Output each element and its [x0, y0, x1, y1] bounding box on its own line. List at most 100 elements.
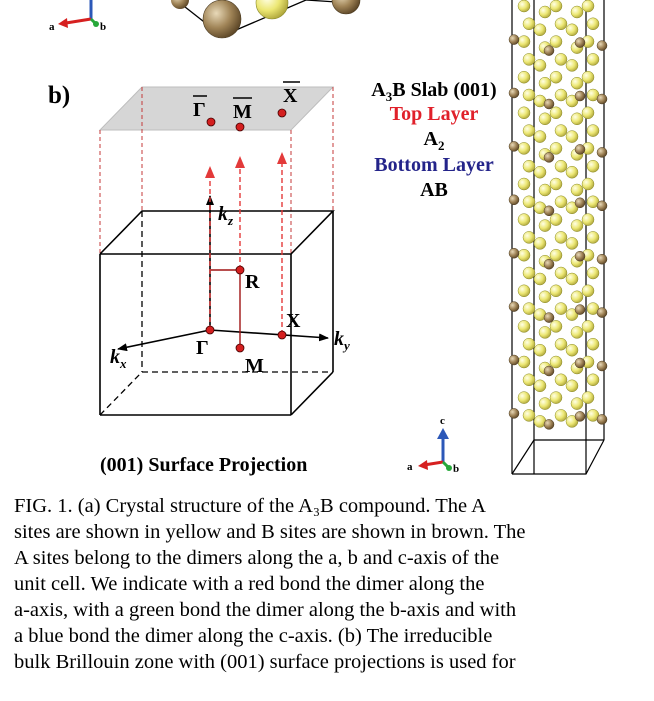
x-point [277, 330, 287, 340]
b-site-atom [574, 144, 586, 155]
a-site-atom [517, 213, 531, 226]
a-site-atom [549, 355, 563, 369]
a-site-atom [581, 391, 595, 404]
r-point [235, 265, 245, 275]
a-site-atom [554, 266, 568, 280]
kx-label: kx [110, 346, 127, 371]
bottom-layer-label: Bottom Layer [374, 154, 494, 176]
slab-title: A3B Slab (001) [371, 79, 496, 104]
a-site-atom [554, 373, 568, 387]
a-site-atom [570, 183, 584, 197]
a-site-atom [522, 266, 536, 280]
a-site-atom [565, 379, 579, 393]
a-site-atom [581, 0, 595, 13]
projection-title: (001) Surface Projection [100, 454, 307, 476]
m-bar-point [235, 122, 245, 132]
axis-a-label: a [407, 461, 413, 473]
a-site-atom [554, 17, 568, 31]
a-site-atom [517, 355, 531, 369]
a-site-atom [538, 76, 552, 90]
b-site-atom [202, 0, 242, 39]
a-site-atom [554, 302, 568, 315]
b-site-atom [596, 360, 608, 372]
a-site-atom [522, 53, 536, 66]
a-site-atom [517, 106, 531, 120]
a-site-atom [549, 106, 563, 120]
a-site-atom [538, 397, 552, 410]
a-site-atom [581, 106, 595, 120]
a-site-atom [533, 23, 547, 37]
symmetry-lines [210, 269, 241, 348]
m-point [235, 343, 245, 353]
a-site-atom [570, 76, 584, 90]
a-site-atom [565, 130, 579, 143]
b-site-atom [508, 194, 520, 206]
a-site-atom [586, 231, 600, 244]
a-site-atom [570, 326, 584, 339]
a-site-atom [522, 88, 536, 102]
b-site-atom [508, 247, 520, 259]
b-site-atom [574, 357, 586, 369]
gamma-label: Γ [196, 337, 209, 359]
b-site-atom [508, 141, 520, 152]
a-site-atom [538, 112, 552, 126]
axis-triad-bottom: c a b [407, 415, 459, 475]
a-site-atom [586, 337, 600, 351]
b-site-atom [596, 414, 608, 425]
a-site-atom [581, 320, 595, 333]
a-site-atom [586, 373, 600, 387]
a-site-atom [565, 165, 579, 179]
figure-caption: FIG. 1. (a) Crystal structure of the A₃B… [14, 493, 644, 675]
a-site-atom [549, 0, 563, 13]
caption-line: A sites belong to the dimers along the a… [14, 547, 500, 569]
a-site-atom [554, 53, 568, 66]
a-site-atom [533, 379, 547, 393]
brillouin-zone-cube [99, 210, 335, 416]
a-site-atom [581, 70, 595, 84]
kx-axis [117, 329, 211, 352]
a-site-atom [554, 409, 568, 422]
a-site-atom [522, 302, 536, 315]
a-site-atom [533, 130, 547, 143]
a-site-atom [565, 201, 579, 215]
a-site-atom [549, 320, 563, 333]
a-site-atom [538, 183, 552, 197]
a-site-atom [554, 337, 568, 351]
x-label: X [286, 310, 301, 332]
a-site-atom [565, 343, 579, 357]
a-site-atom [549, 213, 563, 226]
a-site-atom [554, 88, 568, 102]
ky-label: ky [334, 328, 350, 353]
b-site-atom [331, 0, 361, 15]
a-site-atom [549, 70, 563, 84]
caption-line: sites are shown in yellow and B sites ar… [14, 521, 526, 543]
b-site-atom [543, 365, 555, 377]
a-site-atom [549, 35, 563, 48]
a-site-atom [565, 23, 579, 37]
a-site-atom [255, 0, 289, 20]
a-site-atom [565, 237, 579, 250]
b-site-atom [508, 87, 520, 99]
m-bar-label: M [233, 101, 252, 123]
a-site-atom [522, 159, 536, 173]
a-site-atom [517, 35, 531, 48]
a-site-atom [581, 284, 595, 298]
gamma-bar-label: Γ [193, 99, 206, 121]
b-site-atom [543, 205, 555, 217]
a-site-atom [549, 391, 563, 404]
a-site-atom [522, 17, 536, 31]
a-site-atom [565, 94, 579, 108]
bottom-layer-value: AB [420, 179, 448, 201]
kz-label: kz [218, 203, 234, 228]
projection-arrows [205, 152, 287, 335]
x-bar-point [277, 108, 287, 118]
a-site-atom [538, 326, 552, 339]
a-site-atom [549, 284, 563, 298]
axis-b-label: b [453, 463, 459, 475]
b-site-atom [596, 93, 608, 105]
a-site-atom [517, 320, 531, 333]
b-site-atom [508, 34, 520, 45]
a-site-atom [554, 231, 568, 244]
a-site-atom [533, 59, 547, 72]
a-site-atom [586, 124, 600, 137]
